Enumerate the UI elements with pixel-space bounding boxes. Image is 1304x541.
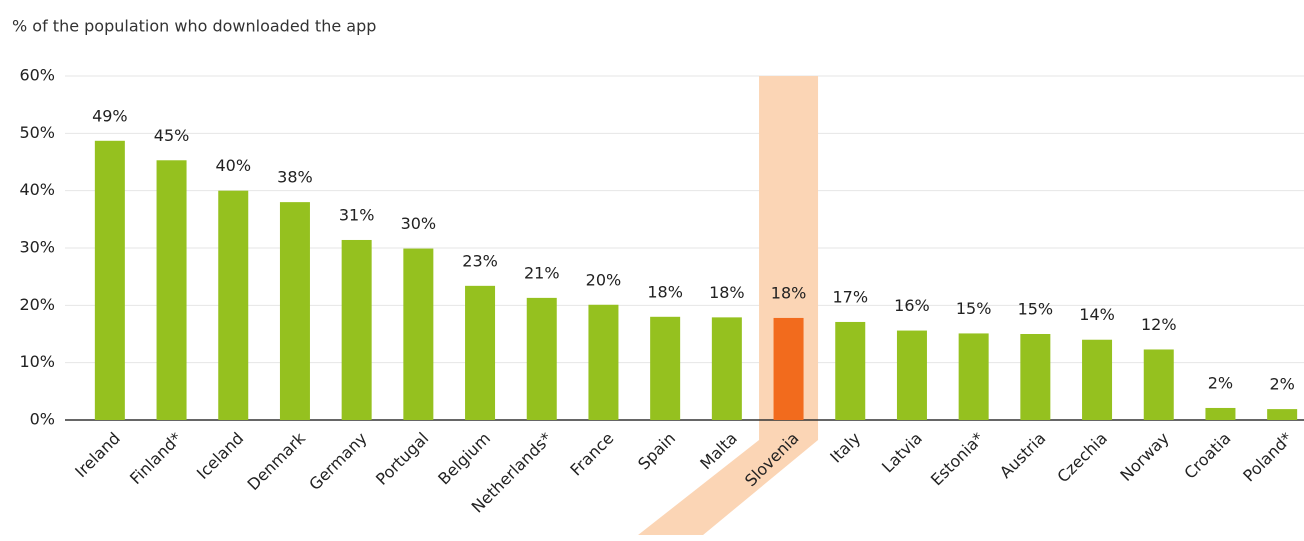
x-tick-label: Denmark: [244, 428, 310, 494]
x-tick-label: Portugal: [372, 429, 432, 489]
value-label: 14%: [1079, 305, 1115, 324]
bar: [1267, 409, 1298, 420]
value-label: 49%: [92, 106, 128, 125]
bar: [403, 248, 434, 420]
y-tick-label: 60%: [19, 66, 55, 85]
value-label: 23%: [462, 251, 498, 270]
value-label: 2%: [1208, 373, 1233, 392]
value-label: 18%: [647, 282, 683, 301]
bar: [156, 160, 187, 420]
bar: [465, 285, 496, 420]
bar: [958, 333, 989, 420]
value-label: 31%: [339, 205, 375, 224]
bar: [94, 140, 125, 420]
x-tick-label: Ireland: [71, 429, 124, 482]
x-tick-label: France: [566, 429, 617, 480]
x-tick-label: Belgium: [434, 429, 494, 489]
bar: [279, 202, 310, 420]
y-tick-label: 50%: [19, 123, 55, 142]
bar: [650, 316, 681, 420]
bar: [1143, 349, 1174, 420]
bar: [218, 190, 249, 420]
value-label: 40%: [215, 156, 251, 175]
x-tick-label: Germany: [305, 429, 370, 494]
x-tick-label: Estonia*: [927, 429, 988, 490]
bar: [835, 321, 866, 420]
value-label: 17%: [832, 287, 868, 306]
value-label: 30%: [401, 214, 437, 233]
x-tick-label: Spain: [634, 429, 679, 474]
x-tick-label: Czechia: [1053, 429, 1111, 487]
chart-subtitle: % of the population who downloaded the a…: [12, 17, 376, 36]
value-label: 18%: [771, 283, 807, 302]
x-tick-label: Croatia: [1180, 429, 1234, 483]
bar: [526, 297, 557, 420]
y-tick-label: 0%: [30, 410, 55, 429]
x-tick-label: Norway: [1116, 429, 1172, 485]
background-layer: [65, 75, 1304, 535]
x-tick-label: Poland*: [1239, 429, 1296, 486]
bar: [1205, 407, 1236, 420]
value-label: 38%: [277, 168, 313, 187]
value-label: 18%: [709, 283, 745, 302]
bar: [341, 239, 372, 420]
y-tick-label: 20%: [19, 295, 55, 314]
x-tick-label: Italy: [826, 429, 864, 467]
value-label: 15%: [956, 299, 992, 318]
x-tick-label: Latvia: [878, 429, 926, 477]
x-tick-label: Iceland: [193, 429, 247, 483]
y-tick-label: 40%: [19, 180, 55, 199]
y-tick-label: 10%: [19, 352, 55, 371]
value-label: 45%: [154, 126, 190, 145]
value-label: 20%: [586, 270, 622, 289]
bar: [773, 317, 804, 420]
value-label: 21%: [524, 263, 560, 282]
value-label: 12%: [1141, 315, 1177, 334]
bar: [588, 304, 619, 420]
value-label: 16%: [894, 296, 930, 315]
y-tick-label: 30%: [19, 238, 55, 257]
x-tick-label: Austria: [996, 429, 1049, 482]
bar: [711, 317, 742, 420]
bar: [1020, 334, 1051, 420]
value-label: 2%: [1269, 375, 1294, 394]
bar: [1082, 339, 1113, 420]
value-label: 15%: [1018, 300, 1054, 319]
x-tick-label: Finland*: [126, 429, 186, 489]
bar: [896, 330, 927, 420]
